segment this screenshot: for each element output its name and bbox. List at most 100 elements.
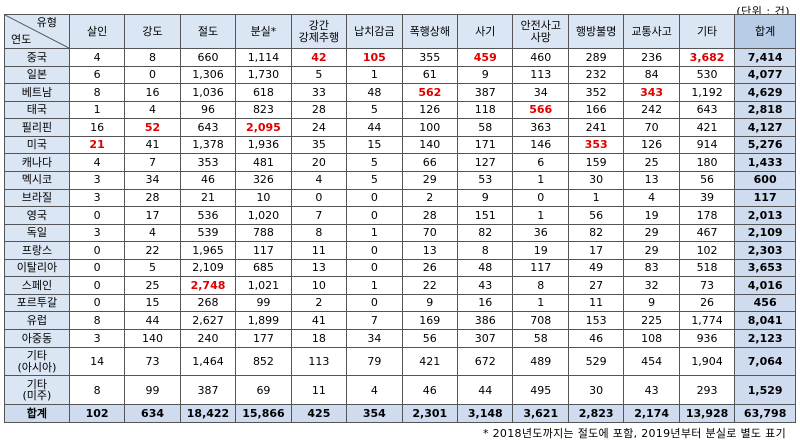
table-body: 중국 4 8 660 1,114 42 105 355 459 460 289 236 3,682 7,4… (4, 48, 796, 423)
table-cell: 1,021 (235, 276, 292, 295)
table-cell: 0 (346, 206, 403, 225)
table-row: 필리핀 16 52 643 2,095 24 44 100 58 363 241 70 421 4,127 (4, 118, 796, 137)
table-cell: 17 (567, 241, 625, 260)
table-cell: 0 (68, 241, 126, 260)
table-cell: 11 (290, 241, 348, 260)
table-cell: 1,730 (235, 65, 292, 85)
table-cell: 0 (68, 276, 126, 295)
sum-cell: 3,148 (457, 404, 514, 423)
sum-cell: 354 (346, 404, 403, 423)
table-cell: 7 (346, 311, 403, 330)
table-cell: 16 (68, 118, 126, 137)
table-cell: 126 (623, 135, 680, 155)
sum-cell: 2,174 (623, 404, 680, 423)
table-cell: 26 (678, 293, 736, 313)
table-cell: 16 (124, 83, 181, 102)
table-cell: 35 (290, 135, 348, 155)
table-row: 미국 21 41 1,378 1,936 35 15 140 171 146 353 126 914 5,… (4, 135, 796, 155)
table-cell: 7 (290, 206, 348, 225)
table-cell: 454 (623, 346, 680, 377)
table-cell: 9 (457, 65, 514, 85)
table-cell: 2 (401, 188, 459, 208)
header-row: 유형 연도 살인 강도 절도 분실* 강간 강제추행 납치감금 폭행상해 사기 안전사고 사망 행방불… (4, 14, 796, 49)
table-cell: 3 (68, 188, 126, 208)
table-cell: 79 (346, 346, 403, 377)
table-cell: 0 (346, 241, 403, 260)
corner-type-label: 유형 (36, 16, 57, 29)
table-cell: 618 (235, 83, 292, 102)
table-cell: 171 (457, 135, 514, 155)
table-cell: 0 (68, 206, 126, 225)
table-cell: 914 (678, 135, 736, 155)
row-total-cell: 7,064 (734, 346, 796, 377)
table-row: 프랑스 0 22 1,965 117 11 0 13 8 19 17 29 102 2,303 (4, 241, 796, 260)
sum-cell: 3,621 (512, 404, 569, 423)
table-row: 캐나다 4 7 353 481 20 5 66 127 6 159 25 180 1,433 (4, 153, 796, 172)
table-cell: 529 (567, 346, 625, 377)
table-cell: 708 (512, 311, 569, 330)
table-cell: 1,774 (678, 311, 736, 330)
table-cell: 177 (235, 329, 292, 348)
table-cell: 24 (290, 118, 348, 137)
table-cell: 43 (457, 276, 514, 295)
table-cell: 936 (678, 329, 736, 348)
table-cell: 387 (457, 83, 514, 102)
table-cell: 0 (346, 293, 403, 313)
table-cell: 15 (124, 293, 181, 313)
table-cell: 159 (567, 153, 625, 172)
row-label: 포르투갈 (4, 293, 70, 313)
table-cell: 353 (567, 135, 625, 155)
table-cell: 13 (401, 241, 459, 260)
table-cell: 17 (124, 206, 181, 225)
sum-label: 합계 (4, 404, 70, 423)
table-cell: 8 (68, 375, 126, 406)
table-cell: 3 (68, 329, 126, 348)
table-cell: 9 (623, 293, 680, 313)
table-cell: 1 (512, 293, 569, 313)
sum-cell: 13,928 (678, 404, 736, 423)
table-cell: 140 (124, 329, 181, 348)
column-header: 안전사고 사망 (512, 14, 569, 49)
table-cell: 0 (346, 188, 403, 208)
table-row: 독일 3 4 539 788 8 1 70 82 36 82 29 467 2,109 (4, 223, 796, 243)
table-cell: 22 (401, 276, 459, 295)
table-cell: 108 (623, 329, 680, 348)
row-total-cell: 1,529 (734, 375, 796, 406)
row-total-cell: 2,109 (734, 223, 796, 243)
table-cell: 82 (567, 223, 625, 243)
table-cell: 566 (512, 100, 569, 120)
table-cell: 18 (290, 329, 348, 348)
header-corner: 유형 연도 (4, 14, 70, 49)
table-cell: 536 (179, 206, 237, 225)
sum-cell: 2,301 (401, 404, 459, 423)
table-cell: 42 (290, 48, 348, 67)
table-cell: 1,114 (235, 48, 292, 67)
table-cell: 41 (290, 311, 348, 330)
row-label: 일본 (4, 65, 70, 85)
table-cell: 46 (179, 170, 237, 190)
table-row: 기타 (아시아) 14 73 1,464 852 113 79 421 672 489 529 454 1… (4, 346, 796, 377)
column-header: 절도 (179, 14, 237, 49)
row-label: 기타 (미주) (4, 375, 70, 406)
table-cell: 56 (567, 206, 625, 225)
table-cell: 1,899 (235, 311, 292, 330)
table-cell: 13 (623, 170, 680, 190)
table-cell: 467 (678, 223, 736, 243)
table-cell: 3 (68, 223, 126, 243)
sum-cell: 425 (290, 404, 348, 423)
table-cell: 16 (457, 293, 514, 313)
row-total-cell: 3,653 (734, 258, 796, 278)
table-cell: 13 (290, 258, 348, 278)
table-cell: 0 (512, 188, 569, 208)
table-cell: 30 (567, 375, 625, 406)
table-cell: 34 (124, 170, 181, 190)
table-cell: 421 (678, 118, 736, 137)
table-cell: 10 (290, 276, 348, 295)
table-row: 영국 0 17 536 1,020 7 0 28 151 1 56 19 178 2,013 (4, 206, 796, 225)
table-cell: 8 (124, 48, 181, 67)
table-cell: 8 (290, 223, 348, 243)
row-total-cell: 8,041 (734, 311, 796, 330)
table-cell: 8 (512, 276, 569, 295)
table-cell: 100 (401, 118, 459, 137)
row-label: 중국 (4, 48, 70, 67)
